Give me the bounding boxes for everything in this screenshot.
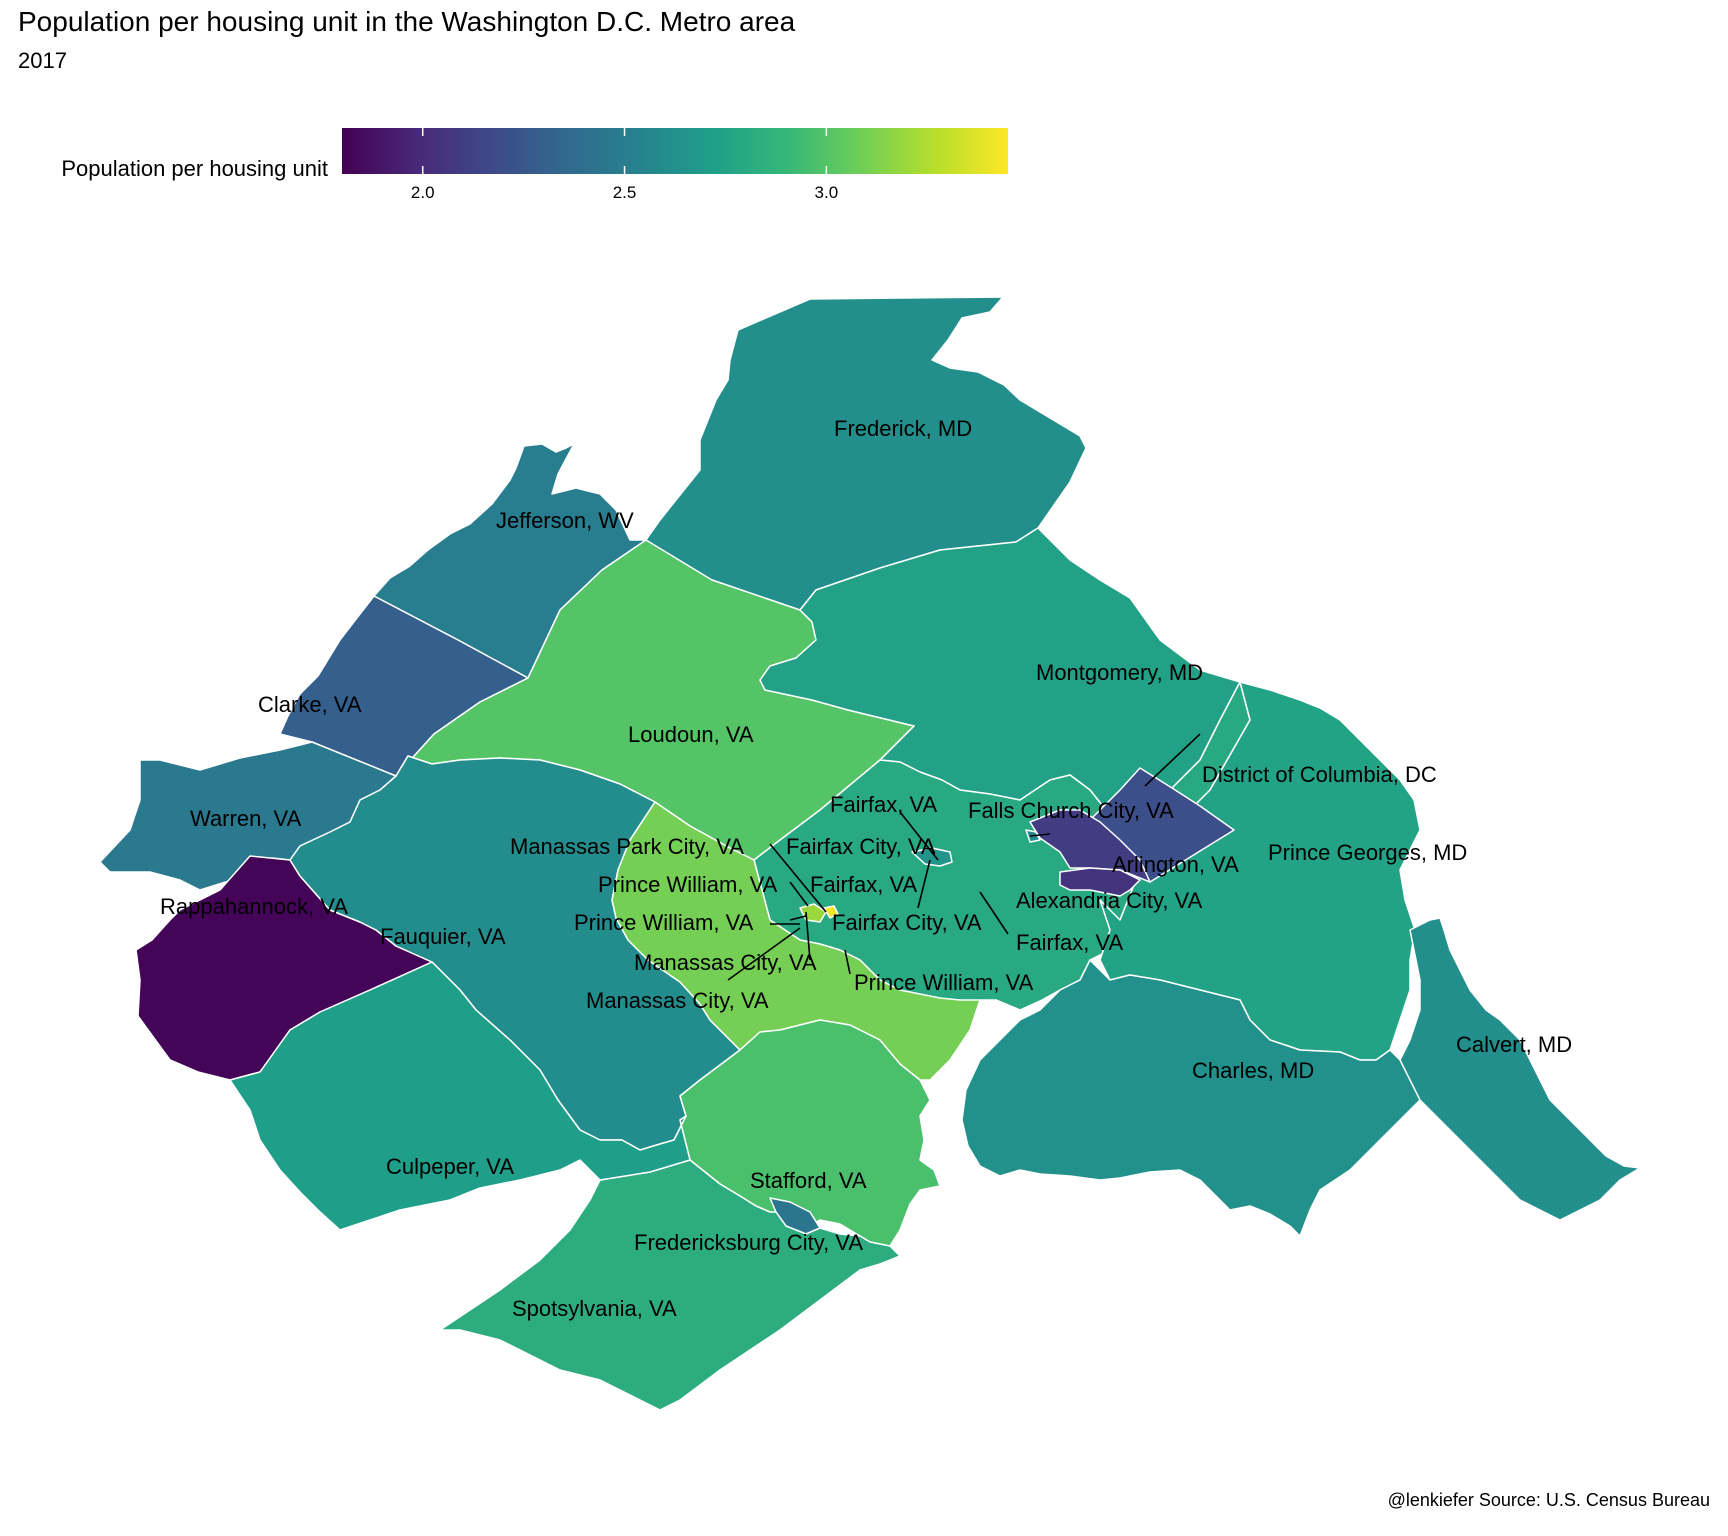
- label-clarke-va: Clarke, VA: [258, 692, 362, 717]
- label-calvert-md: Calvert, MD: [1456, 1032, 1572, 1057]
- legend-tick-label: 2.5: [613, 183, 637, 202]
- leader-lines: [727, 733, 1201, 981]
- legend-tick-label: 3.0: [815, 183, 839, 202]
- region-spotsylvania-va: [439, 1159, 901, 1411]
- label-fairfax-va-1: Fairfax, VA: [830, 792, 938, 817]
- label-frederick-md: Frederick, MD: [834, 416, 972, 441]
- label-prince-william-va-1: Prince William, VA: [598, 872, 778, 897]
- label-jefferson-wv: Jefferson, WV: [496, 508, 634, 533]
- label-fairfax-va-3: Fairfax, VA: [1016, 930, 1124, 955]
- label-rappahannock-va: Rappahannock, VA: [160, 894, 348, 919]
- chart-title: Population per housing unit in the Washi…: [18, 6, 796, 37]
- legend-title: Population per housing unit: [61, 156, 328, 181]
- label-prince-georges-md: Prince Georges, MD: [1268, 840, 1467, 865]
- label-stafford-va: Stafford, VA: [750, 1168, 867, 1193]
- legend-colorbar: [342, 128, 1008, 174]
- label-falls-church-city-va: Falls Church City, VA: [968, 798, 1174, 823]
- label-district-of-columbia-dc: District of Columbia, DC: [1202, 762, 1437, 787]
- label-fairfax-city-va-2: Fairfax City, VA: [832, 910, 982, 935]
- region-fairfax-city-va: [911, 847, 953, 867]
- label-culpeper-va: Culpeper, VA: [386, 1154, 514, 1179]
- chart-subtitle: 2017: [18, 48, 67, 73]
- label-fauquier-va: Fauquier, VA: [380, 924, 506, 949]
- region-charles-md: [961, 959, 1441, 1237]
- label-loudoun-va: Loudoun, VA: [628, 722, 754, 747]
- label-fairfax-va-2: Fairfax, VA: [810, 872, 918, 897]
- label-warren-va: Warren, VA: [190, 806, 302, 831]
- label-prince-william-va-3: Prince William, VA: [854, 970, 1034, 995]
- region-culpeper-va: [229, 961, 691, 1231]
- label-fredericksburg-city-va: Fredericksburg City, VA: [634, 1230, 863, 1255]
- legend-tick-label: 2.0: [411, 183, 435, 202]
- label-alexandria-city-va: Alexandria City, VA: [1016, 888, 1203, 913]
- label-spotsylvania-va: Spotsylvania, VA: [512, 1296, 677, 1321]
- region-labels: Frederick, MD Jefferson, WV Clarke, VA L…: [160, 416, 1572, 1321]
- label-manassas-city-va-2: Manassas City, VA: [586, 988, 769, 1013]
- label-prince-william-va-2: Prince William, VA: [574, 910, 754, 935]
- label-charles-md: Charles, MD: [1192, 1058, 1314, 1083]
- legend-ticks: 2.0 2.5 3.0: [411, 128, 838, 202]
- label-fairfax-city-va-1: Fairfax City, VA: [786, 834, 936, 859]
- label-manassas-park-city-va: Manassas Park City, VA: [510, 834, 744, 859]
- region-manassas-park-city-va: [823, 905, 839, 919]
- map-regions: [99, 296, 1641, 1411]
- region-alexandria-city-va: [1059, 867, 1141, 897]
- region-arlington-va: [1029, 809, 1151, 883]
- source-caption: @lenkiefer Source: U.S. Census Bureau: [1387, 1490, 1710, 1510]
- label-manassas-city-va-1: Manassas City, VA: [634, 950, 817, 975]
- region-calvert-md: [1399, 917, 1641, 1221]
- label-montgomery-md: Montgomery, MD: [1036, 660, 1203, 685]
- legend: Population per housing unit 2.0 2.5 3.0: [61, 128, 1008, 202]
- label-arlington-va: Arlington, VA: [1112, 852, 1239, 877]
